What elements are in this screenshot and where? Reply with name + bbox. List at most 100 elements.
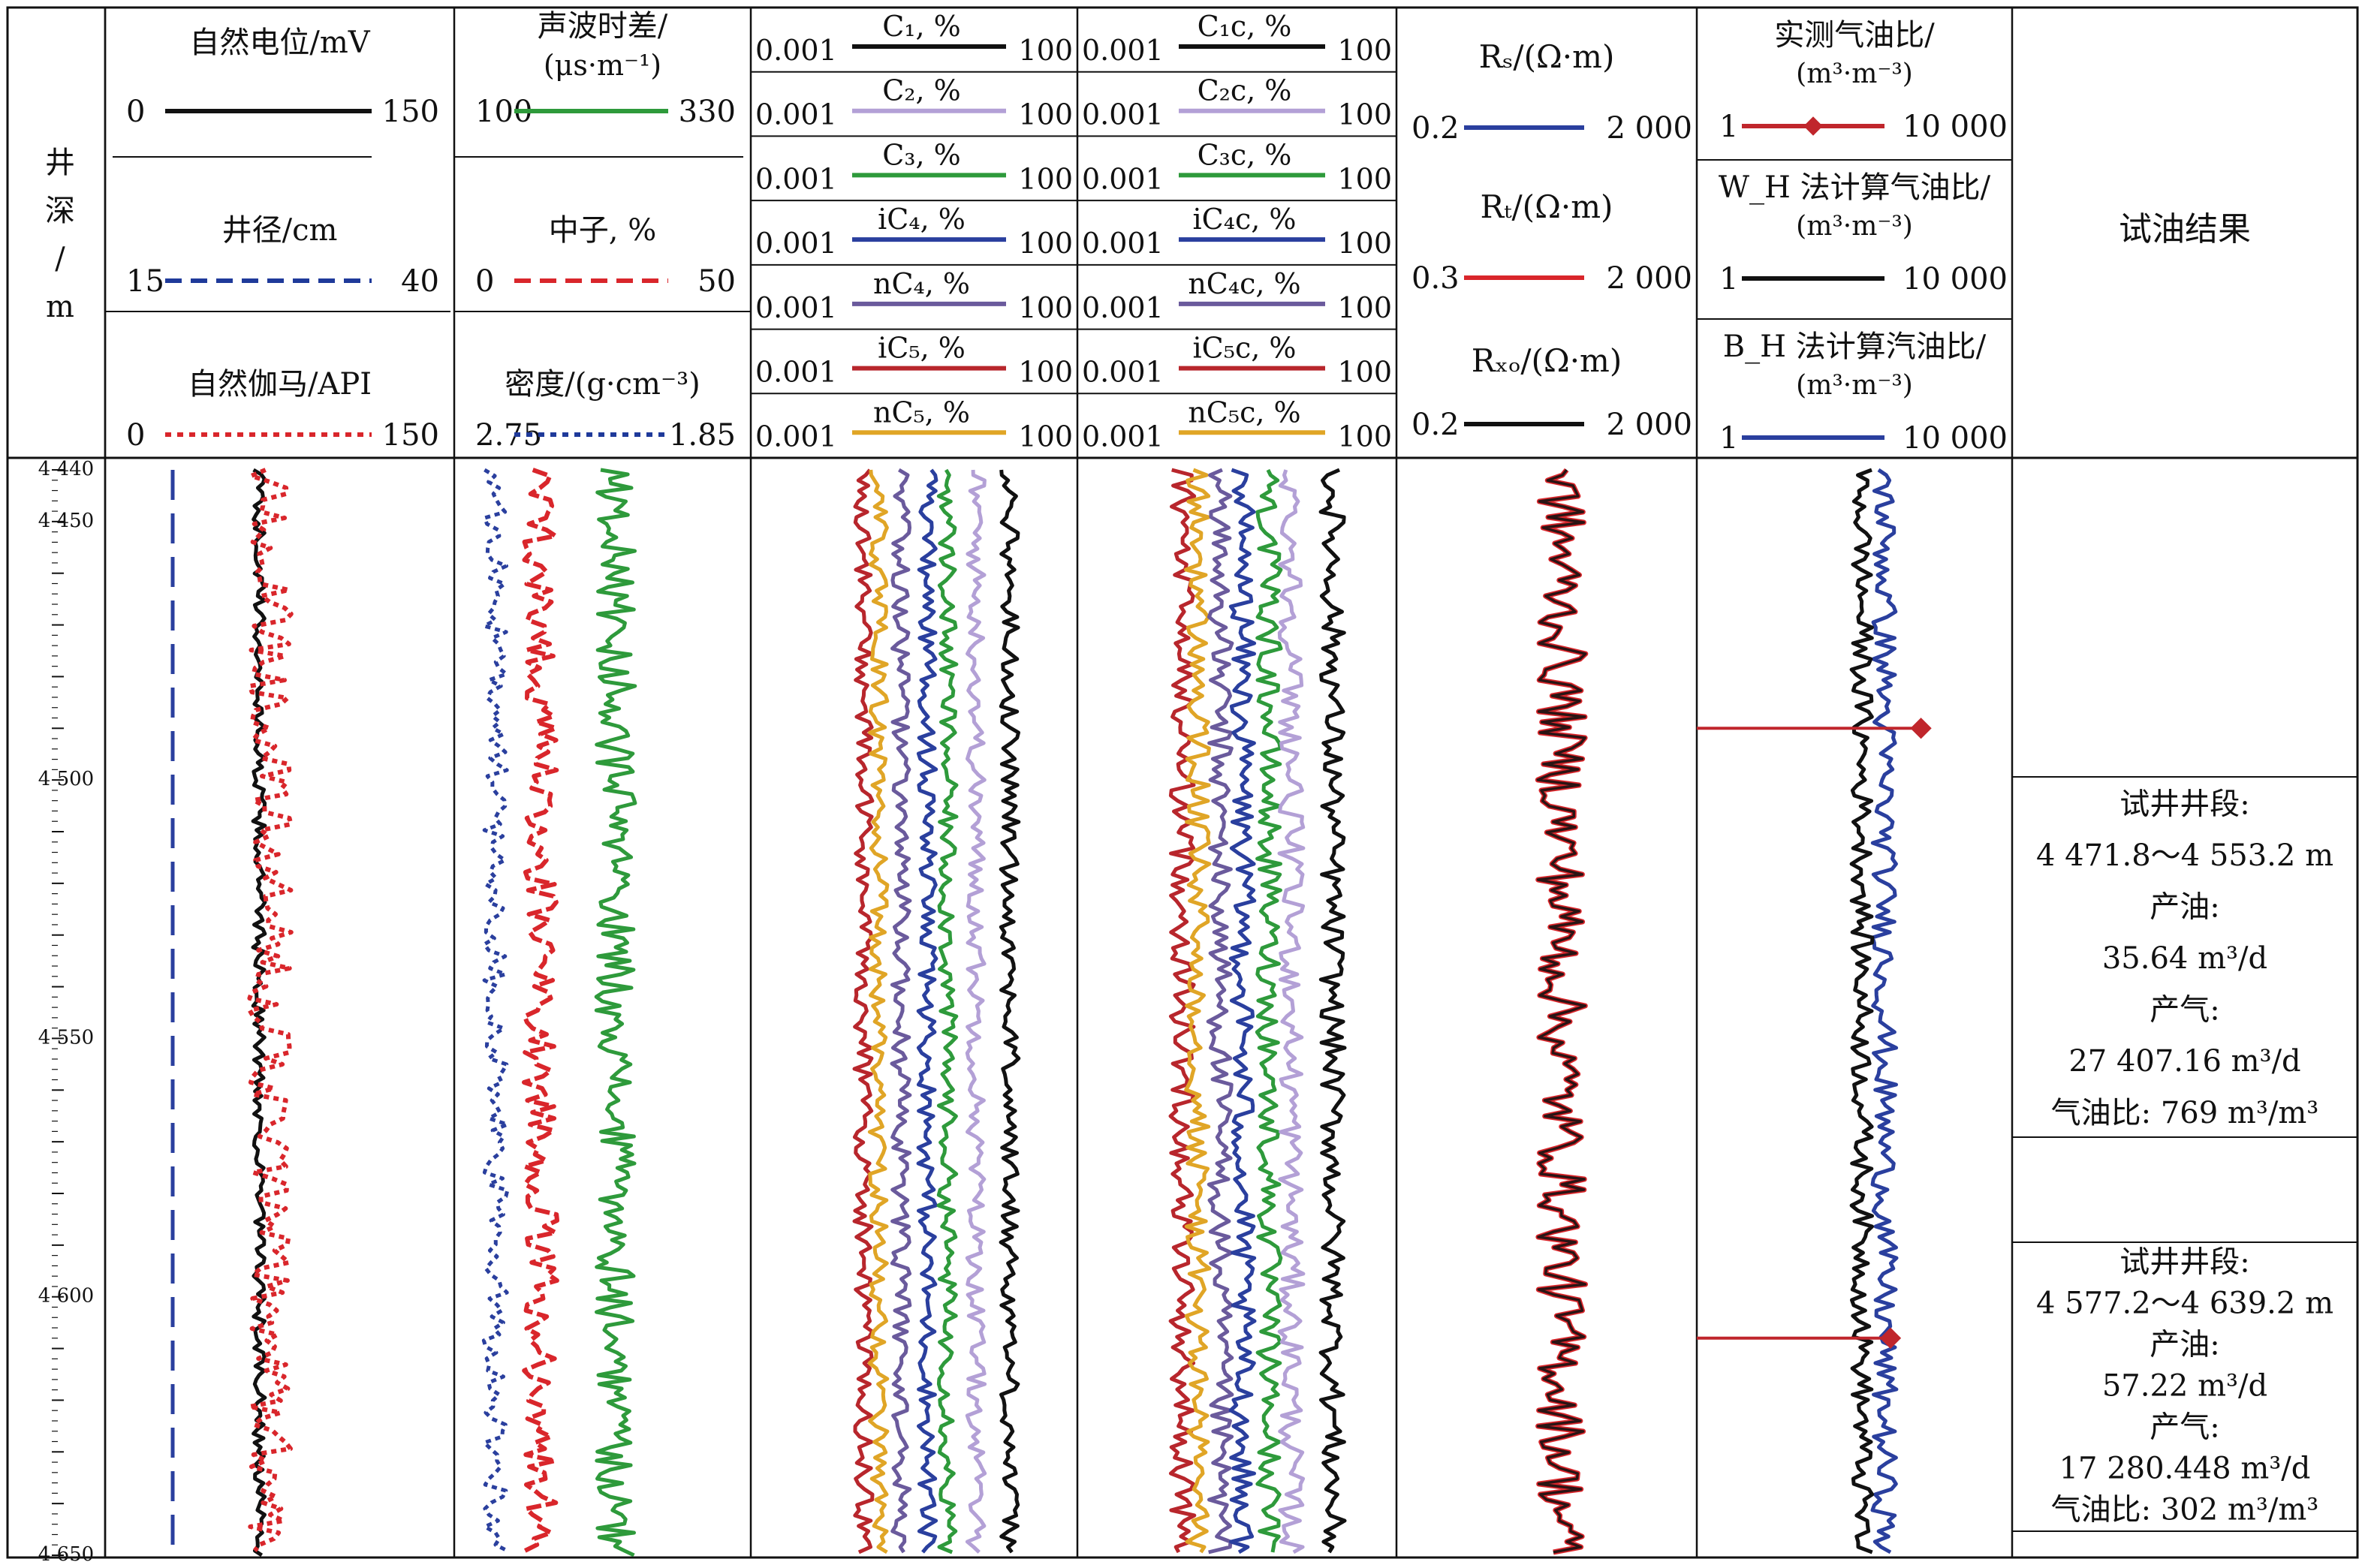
scale-max: 100 [1018,98,1073,131]
scale-max: 2 000 [1606,111,1692,146]
results-title: 试油结果 [2119,210,2251,248]
scale-max: 330 [679,95,736,129]
chart-curves [170,468,1932,1557]
c2-curve [965,469,987,1554]
depth-axis-label: / [55,242,65,276]
scale-min: 15 [126,264,164,299]
curve-title: iC₄c, % [1192,203,1296,236]
depth-tick-label: 4 550 [38,1026,94,1049]
scale-max: 40 [401,264,439,299]
curve-title: nC₅c, % [1188,396,1300,429]
depth-tick-label: 4 600 [38,1285,94,1308]
measured-gor-marker [1879,1327,1902,1349]
c3c-curve [1255,468,1283,1553]
scale-max: 100 [1018,420,1073,453]
bh-gor-curve [1870,468,1899,1554]
scale-min: 0.001 [1082,98,1164,131]
chart-grid [6,6,2359,1559]
curve-title: nC₄c, % [1188,267,1300,300]
neutron-curve [522,468,559,1553]
depth-axis-label: 深 [45,194,75,228]
curve-title: W_H 法计算气油比/ [1719,170,1991,205]
curve-title: 中子, % [549,213,656,248]
curve-title: iC₅c, % [1192,332,1296,365]
result-text: 试井井段: [2119,787,2249,821]
scale-max: 100 [1018,356,1073,389]
result-text: 气油比: 769 m³/m³ [2051,1096,2319,1130]
curve-unit: (m³·m⁻³) [1796,59,1913,89]
scale-max: 2 000 [1606,261,1692,296]
ic5-curve [852,468,875,1554]
result-text: 产油: [2150,1328,2219,1362]
scale-min: 0.001 [1082,162,1164,195]
curve-title: C₁c, % [1198,10,1292,43]
sp-curve [251,468,267,1557]
scale-min: 0.2 [1411,408,1460,442]
scale-min: 0.001 [755,356,837,389]
curve-unit: (μs·m⁻¹) [544,49,661,82]
ic4-curve [916,468,938,1554]
scale-max: 100 [1337,162,1392,195]
scale-min: 0.001 [755,162,837,195]
result-text: 27 407.16 m³/d [2068,1044,2300,1079]
scale-min: 0.001 [1082,291,1164,324]
scale-min: 0.001 [755,420,837,453]
scale-max: 100 [1018,34,1073,67]
scale-min: 0 [126,95,145,129]
ic4c-curve [1228,468,1257,1554]
scale-max: 50 [697,264,736,299]
scale-min: 0.001 [1082,227,1164,260]
result-text: 产气: [2150,993,2219,1028]
scale-max: 10 000 [1903,110,2008,144]
c3-curve [936,468,959,1554]
scale-max: 10 000 [1903,421,2008,456]
scale-max: 100 [1337,356,1392,389]
depth-tick-label: 4 440 [38,458,94,480]
scale-max: 100 [1018,291,1073,324]
scale-max: 100 [1337,291,1392,324]
curve-title: Rₓₒ/(Ω·m) [1472,342,1622,379]
legend-diamond-marker [1803,116,1823,136]
result-text: 产气: [2150,1410,2219,1445]
scale-min: 0.001 [755,34,837,67]
depth-axis-label: 井 [45,146,75,180]
curve-title: C₂, % [882,74,961,107]
scale-max: 1.85 [669,418,736,453]
density-curve [481,468,510,1553]
wh-gor-curve [1849,468,1875,1554]
rxo-curve [1536,468,1587,1554]
depth-tick-label: 4 650 [38,1543,94,1566]
result-text: 4 577.2～4 639.2 m [2036,1287,2333,1321]
curve-title: B_H 法计算汽油比/ [1723,330,1987,364]
scale-max: 100 [1337,98,1392,131]
scale-max: 100 [1018,162,1073,195]
curve-title: 声波时差/ [538,9,668,44]
curve-title: iC₄, % [878,203,966,236]
result-text: 产油: [2150,890,2219,925]
c2c-curve [1277,469,1306,1554]
curve-title: 自然电位/mV [189,26,370,60]
gr-curve [247,468,294,1552]
curve-title: 井径/cm [222,213,338,248]
scale-min: 0.001 [755,227,837,260]
scale-min: 0.001 [1082,34,1164,67]
depth-tick-label: 4 500 [38,768,94,790]
curve-title: 自然伽马/API [188,367,372,402]
result-text: 35.64 m³/d [2102,941,2267,976]
nc5-curve [867,469,890,1554]
scale-max: 150 [382,95,439,129]
scale-max: 100 [1018,227,1073,260]
curve-unit: (m³·m⁻³) [1796,211,1913,242]
scale-min: 0.001 [755,291,837,324]
scale-max: 100 [1337,34,1392,67]
nc4-curve [890,468,912,1554]
scale-min: 0.3 [1411,261,1460,296]
scale-min: 1 [1719,262,1738,296]
curve-title: Rₛ/(Ω·m) [1479,38,1615,75]
scale-max: 10 000 [1903,262,2008,296]
curve-title: C₃c, % [1198,138,1292,171]
scale-min: 1 [1719,421,1738,456]
curve-title: nC₄, % [873,267,970,300]
result-text: 试井井段: [2119,1245,2249,1280]
